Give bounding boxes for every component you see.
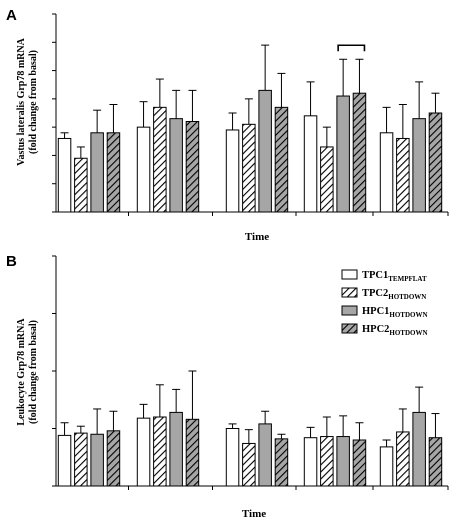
panel-b-bar-tpc2: [320, 436, 334, 487]
legend-swatch-tpc1: [341, 269, 358, 280]
panel-b: B Leukocyte Grp78 mRNA (fold change from…: [6, 253, 449, 520]
legend-subscript: HOTDOWN: [388, 293, 426, 301]
legend-swatch-hpc1: [341, 305, 358, 316]
panel-a-bar-hpc2: [106, 132, 121, 213]
panel-b-legend: TPC1TEMPFLATTPC2HOTDOWNHPC1HOTDOWNHPC2HO…: [341, 269, 428, 337]
panel-b-bar-hpc1: [336, 436, 350, 487]
panel-b-bar-tpc1: [303, 437, 318, 487]
legend-subscript: HOTDOWN: [389, 311, 427, 319]
panel-b-ylabel-line2: (fold change from basal): [28, 320, 39, 424]
panel-b-bar-hpc1: [412, 411, 426, 487]
panel-a-xlabel: Time: [245, 231, 269, 243]
panel-a-ylabel-line2: (fold change from basal): [28, 50, 39, 154]
panel-a-ylabel-line1: Vastus lateralis Grp78 mRNA: [16, 37, 27, 165]
panel-a-bar-hpc2: [352, 92, 367, 213]
panel-b-xlabel: Time: [242, 508, 266, 520]
panel-b-bar-tpc1: [57, 434, 72, 487]
panel-a-bar-tpc2: [153, 106, 167, 213]
legend-name: TPC1: [362, 270, 388, 281]
panel-b-ylabel-line1: Leukocyte Grp78 mRNA: [16, 318, 27, 426]
panel-a-bar-tpc1: [303, 115, 318, 213]
panel-b-bar-tpc2: [153, 416, 167, 487]
panel-b-bar-tpc2: [242, 442, 256, 487]
legend-subscript: HOTDOWN: [389, 329, 427, 337]
panel-b-bar-tpc2: [74, 432, 88, 487]
legend-name: TPC2: [362, 288, 388, 299]
panel-a-bar-hpc2: [274, 106, 289, 213]
panel-a-bar-hpc1: [90, 132, 104, 213]
panel-b-bar-hpc2: [352, 439, 367, 487]
legend-name: HPC1: [362, 306, 389, 317]
panel-a-bar-hpc2: [428, 112, 443, 213]
panel-b-bar-hpc2: [185, 418, 200, 487]
panel-b-bar-hpc2: [428, 437, 443, 487]
legend-swatch-hpc2: [341, 323, 358, 334]
legend-subscript: TEMPFLAT: [388, 275, 427, 283]
panel-b-bar-hpc1: [169, 411, 183, 487]
panel-a-bar-hpc1: [169, 118, 183, 213]
panel-a-bar-tpc2: [396, 137, 410, 213]
panel-a-bar-hpc1: [336, 95, 350, 213]
legend-swatch-tpc2: [341, 287, 358, 298]
panel-a-bar-tpc2: [320, 146, 334, 213]
legend-label-tpc1: TPC1TEMPFLAT: [362, 270, 427, 283]
panel-a-bars: [57, 44, 443, 213]
panel-a-letter: A: [6, 7, 17, 24]
panel-a-bar-tpc1: [379, 132, 394, 213]
panel-b-bar-tpc1: [225, 428, 240, 487]
legend-label-hpc1: HPC1HOTDOWN: [362, 306, 428, 319]
legend-name: HPC2: [362, 324, 389, 335]
panel-b-bar-tpc1: [379, 446, 394, 487]
panel-a-bar-tpc1: [136, 126, 151, 213]
panel-b-bars: [57, 370, 443, 487]
panel-a: A Vastus lateralis Grp78 mRNA (fold chan…: [6, 7, 449, 243]
panel-a-bar-tpc2: [242, 123, 256, 213]
legend-label-tpc2: TPC2HOTDOWN: [362, 288, 426, 301]
panel-a-bar-tpc2: [74, 157, 88, 213]
legend-label-hpc2: HPC2HOTDOWN: [362, 324, 428, 337]
panel-b-bar-hpc2: [106, 430, 121, 487]
panel-a-bar-hpc2: [185, 120, 200, 213]
panel-a-annotations: [337, 44, 366, 52]
panel-b-bar-tpc1: [136, 417, 151, 487]
panel-a-significance-bracket: [337, 44, 366, 52]
panel-a-bar-tpc1: [57, 137, 72, 213]
panel-a-bar-hpc1: [412, 118, 426, 213]
panel-a-bar-tpc1: [225, 129, 240, 213]
panel-b-letter: B: [6, 253, 17, 270]
panel-b-bar-tpc2: [396, 431, 410, 487]
panel-b-bar-hpc1: [90, 433, 104, 487]
panel-b-bar-hpc1: [258, 423, 272, 487]
panel-a-bar-hpc1: [258, 89, 272, 213]
panel-b-bar-hpc2: [274, 438, 289, 487]
